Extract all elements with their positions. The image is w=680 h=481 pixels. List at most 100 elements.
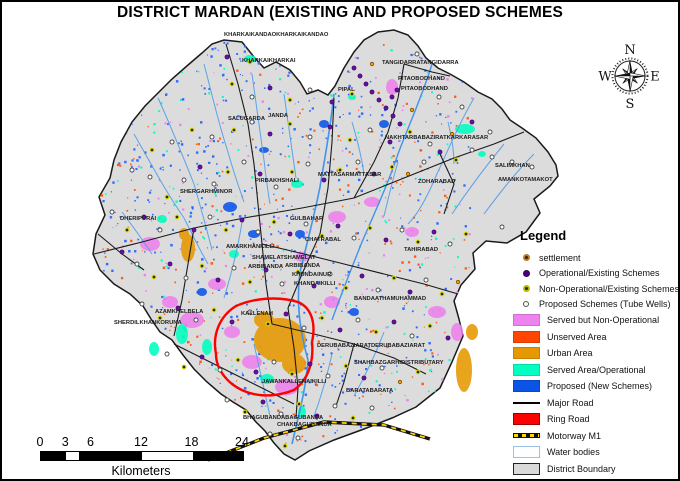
map-marker-n bbox=[367, 225, 373, 231]
scale-segment bbox=[66, 452, 79, 460]
map-marker-n bbox=[349, 91, 355, 97]
map-label: PIPAL bbox=[338, 87, 355, 93]
legend-label: Non-Operational/Existing Schemes bbox=[539, 283, 680, 294]
map-marker-n bbox=[337, 167, 343, 173]
map-label: KHANDAIKILLI bbox=[294, 281, 336, 287]
svg-text:S: S bbox=[626, 97, 635, 112]
map-marker-p bbox=[489, 154, 495, 160]
legend-item: Unserved Area bbox=[513, 329, 678, 346]
scale-segment bbox=[91, 452, 142, 460]
map-marker-p bbox=[295, 435, 301, 441]
map-label: KHARKAIKANDAOKHARKAIKANDAO bbox=[224, 32, 329, 38]
map-marker-n bbox=[463, 231, 469, 237]
map-marker-n bbox=[287, 97, 293, 103]
place-labels: KHARKAIKANDAOKHARKAIKANDAO KHARKAIKHARKAI… bbox=[114, 32, 553, 428]
map-label: SHERGARHMINOR bbox=[180, 189, 233, 195]
map-marker-n bbox=[350, 415, 356, 421]
map-marker-o bbox=[327, 124, 333, 130]
map-marker-s bbox=[409, 107, 415, 113]
map-marker-p bbox=[224, 397, 230, 403]
legend-item: Proposed (New Schemes) bbox=[513, 378, 678, 395]
map-marker-s bbox=[449, 131, 455, 137]
map-marker-n bbox=[247, 59, 253, 65]
map-marker-p bbox=[499, 224, 505, 230]
compass-rose: N E S W bbox=[598, 43, 660, 112]
map-label: AMARKHANKILLI bbox=[226, 244, 275, 250]
scale-tick: 18 bbox=[184, 435, 199, 449]
ring-road bbox=[213, 297, 315, 397]
legend-label: Served Area/Operational bbox=[547, 364, 646, 375]
map-label: KHARKAIKHARKAI bbox=[242, 58, 296, 64]
map-label: JAWANKALLENAIKILLI bbox=[262, 379, 327, 385]
map-label: BHAGUBANDABAGUBANDA bbox=[243, 415, 324, 421]
legend-label: settlement bbox=[539, 252, 581, 263]
map-marker-o bbox=[431, 229, 437, 235]
map-marker-o bbox=[371, 171, 377, 177]
legend-label: Proposed Schemes (Tube Wells) bbox=[539, 299, 671, 310]
map-marker-o bbox=[390, 113, 396, 119]
scale-tick: 0 bbox=[36, 435, 44, 449]
map-marker-s bbox=[405, 171, 411, 177]
scale-bar: 0 3 6 12 18 24 Kilometers bbox=[30, 435, 254, 478]
map-marker-o bbox=[437, 149, 443, 155]
legend-label: Major Road bbox=[547, 397, 594, 408]
scale-segment bbox=[41, 452, 67, 460]
map-marker-o bbox=[215, 277, 221, 283]
legend-item: Proposed Schemes (Tube Wells) bbox=[513, 297, 678, 313]
map-marker-o bbox=[199, 354, 205, 360]
map-marker-p bbox=[249, 94, 255, 100]
map-marker-p bbox=[231, 265, 237, 271]
legend-title: Legend bbox=[520, 228, 567, 243]
map-marker-p bbox=[375, 287, 381, 293]
map-marker-o bbox=[389, 94, 395, 100]
svg-text:N: N bbox=[624, 43, 635, 58]
map-marker-p bbox=[241, 159, 247, 165]
scale-tick: 3 bbox=[61, 435, 69, 449]
legend-item: Motorway M1 bbox=[513, 428, 678, 445]
map-marker-o bbox=[229, 319, 235, 325]
scale-segment bbox=[142, 452, 193, 460]
map-marker-n bbox=[211, 307, 217, 313]
map-marker-n bbox=[295, 269, 301, 275]
legend-label: Ring Road bbox=[547, 414, 590, 425]
map-marker-n bbox=[157, 315, 163, 321]
map-marker-o bbox=[267, 131, 273, 137]
legend-label: Water bodies bbox=[547, 447, 600, 458]
map-label: TANGIDARRATANGIDARRA bbox=[382, 60, 459, 66]
map-marker-p bbox=[303, 221, 309, 227]
map-label: JANDA bbox=[268, 113, 289, 119]
map-marker-o bbox=[167, 261, 173, 267]
map-marker-p bbox=[217, 367, 223, 373]
legend-swatch bbox=[513, 462, 540, 475]
scale-segment bbox=[78, 452, 92, 460]
map-label: SHAHBAZGARHIDISTRIBUTARY bbox=[354, 360, 444, 366]
map-marker-o bbox=[321, 177, 327, 183]
map-marker-o bbox=[307, 361, 313, 367]
map-label: CHAKBAGUBANDA bbox=[277, 422, 333, 428]
map-label: PIRBAKHSHALI bbox=[255, 178, 299, 184]
map-label: SALIMKHAN bbox=[495, 163, 530, 169]
svg-text:E: E bbox=[650, 70, 660, 85]
map-marker-o bbox=[391, 319, 397, 325]
map-marker-o bbox=[383, 237, 389, 243]
map-marker-p bbox=[247, 309, 253, 315]
map-marker-s bbox=[397, 379, 403, 385]
map-label: GULBAHAR bbox=[290, 216, 324, 222]
map-marker-n bbox=[149, 147, 155, 153]
map-marker-o bbox=[383, 105, 389, 111]
map-marker-n bbox=[225, 169, 231, 175]
map-marker-o bbox=[263, 267, 269, 273]
map-marker-n bbox=[407, 129, 413, 135]
map-marker-p bbox=[147, 174, 153, 180]
scale-segment bbox=[192, 452, 243, 460]
map-marker-n bbox=[389, 164, 395, 170]
map-marker-n bbox=[271, 219, 277, 225]
legend-label: Motorway M1 bbox=[547, 430, 602, 441]
legend-item: Urban Area bbox=[513, 345, 678, 362]
map-marker-p bbox=[129, 167, 135, 173]
legend: Legend settlement Operational/Existing Sc… bbox=[513, 228, 678, 477]
map-marker-n bbox=[343, 285, 349, 291]
map-marker-o bbox=[337, 327, 343, 333]
